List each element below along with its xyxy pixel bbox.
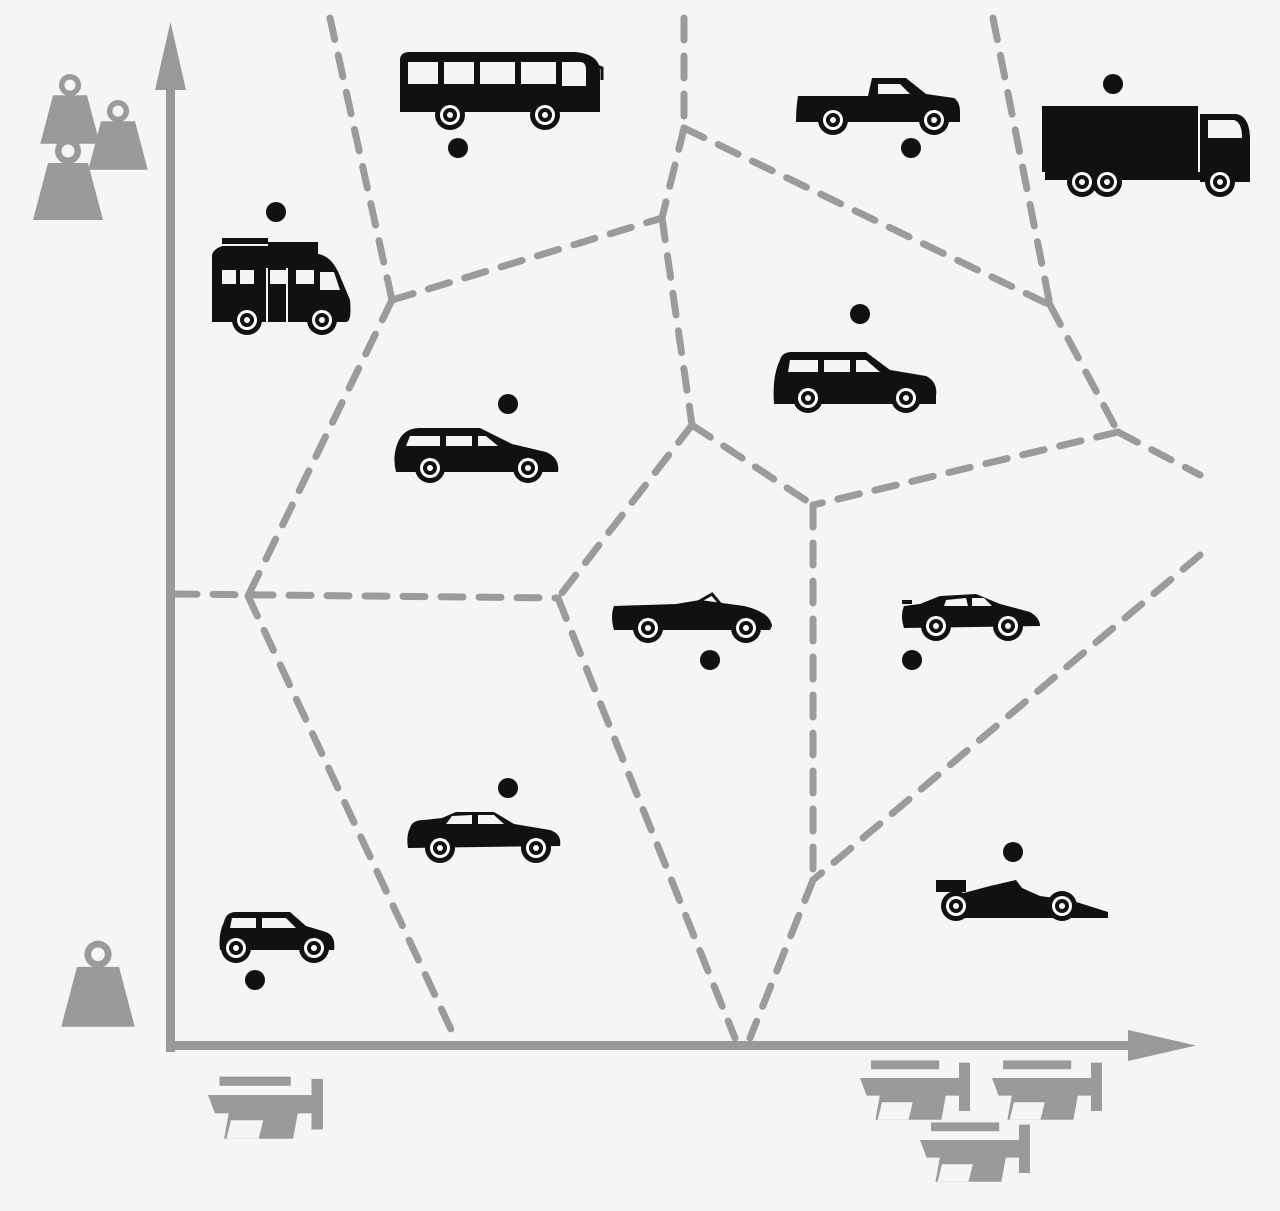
- y-axis-line: [166, 72, 175, 1052]
- boundary-line: [554, 594, 739, 1042]
- boundary-line: [1114, 428, 1204, 479]
- boundary-line: [1046, 301, 1122, 436]
- engine-power-icon: [208, 1076, 323, 1139]
- boundary-line: [680, 124, 1054, 309]
- suv-icon: [773, 352, 937, 413]
- weight-icon: [61, 940, 135, 1027]
- formula-race-car-icon: [936, 880, 1108, 921]
- sedan-icon: [407, 812, 561, 863]
- boundary-line: [244, 296, 396, 600]
- station-wagon-icon: [394, 428, 559, 483]
- boundary-line: [658, 124, 688, 222]
- boundary-line: [746, 876, 817, 1042]
- site-point: [902, 650, 922, 670]
- y-axis-arrowhead: [155, 22, 186, 90]
- site-point: [448, 138, 468, 158]
- axes: [155, 22, 1196, 1061]
- site-point: [1003, 842, 1023, 862]
- x-axis-line: [166, 1041, 1146, 1050]
- boundary-line: [809, 551, 1204, 884]
- site-point: [266, 202, 286, 222]
- boundary-line: [388, 214, 666, 304]
- x-axis-arrowhead: [1128, 1030, 1196, 1061]
- camper-van-icon: [212, 238, 351, 335]
- city-car-icon: [219, 912, 335, 963]
- pickup-truck-icon: [796, 78, 960, 135]
- boundary-line: [658, 214, 696, 429]
- boundary-line: [244, 592, 459, 1042]
- sports-car-icon: [902, 594, 1040, 641]
- boundary-line: [809, 428, 1122, 509]
- site-point: [498, 778, 518, 798]
- site-point: [245, 970, 265, 990]
- boundary-line: [171, 590, 562, 602]
- site-points: [245, 74, 1123, 990]
- boundary-line: [554, 421, 696, 602]
- site-point: [850, 304, 870, 324]
- boundary-line: [688, 421, 817, 509]
- cell-boundaries: [171, 14, 1204, 1042]
- weight-icon: [33, 74, 148, 220]
- bus-icon: [400, 52, 604, 130]
- site-point: [498, 394, 518, 414]
- site-point: [1103, 74, 1123, 94]
- site-point: [901, 138, 921, 158]
- boundary-line: [989, 14, 1054, 309]
- site-point: [700, 650, 720, 670]
- lorry-icon: [1042, 106, 1250, 197]
- convertible-icon: [612, 592, 772, 643]
- boundary-line: [326, 14, 396, 304]
- engine-power-icon: [860, 1060, 1102, 1182]
